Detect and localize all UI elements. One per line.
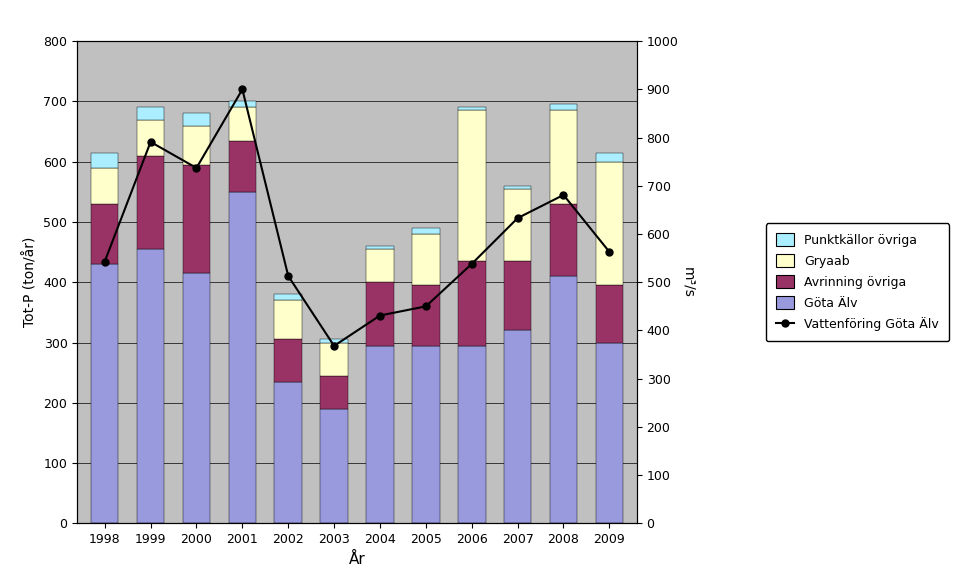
Bar <box>458 346 485 523</box>
Bar <box>91 153 119 168</box>
Bar <box>367 346 394 523</box>
Bar <box>550 105 577 111</box>
Bar <box>137 156 164 249</box>
Bar <box>274 382 302 523</box>
Bar <box>182 113 210 126</box>
Bar <box>412 285 440 346</box>
Bar <box>320 342 347 376</box>
Legend: Punktkällor övriga, Gryaab, Avrinning övriga, Göta Älv, Vattenföring Göta Älv: Punktkällor övriga, Gryaab, Avrinning öv… <box>765 223 950 342</box>
Bar <box>367 282 394 346</box>
Bar <box>91 168 119 204</box>
Bar <box>458 111 485 261</box>
Bar <box>320 409 347 523</box>
Bar <box>550 204 577 276</box>
Y-axis label: m³/s: m³/s <box>681 267 695 298</box>
Bar <box>550 111 577 204</box>
Bar <box>137 108 164 119</box>
Bar <box>137 119 164 156</box>
Bar <box>412 228 440 234</box>
Bar <box>229 108 256 141</box>
Bar <box>504 330 532 523</box>
Bar <box>550 276 577 523</box>
Bar <box>229 102 256 108</box>
Bar <box>229 192 256 523</box>
Y-axis label: Tot-P (ton/år): Tot-P (ton/år) <box>23 237 38 328</box>
Bar <box>458 261 485 346</box>
Bar <box>412 234 440 285</box>
Bar <box>91 204 119 264</box>
Bar <box>367 246 394 249</box>
Bar <box>320 339 347 342</box>
Bar <box>182 126 210 165</box>
Bar <box>595 285 623 342</box>
Bar <box>182 165 210 273</box>
Bar <box>595 162 623 285</box>
Bar <box>412 346 440 523</box>
Bar <box>595 342 623 523</box>
Bar <box>91 264 119 523</box>
Bar <box>320 376 347 409</box>
Bar <box>274 295 302 300</box>
X-axis label: År: År <box>348 552 366 567</box>
Bar <box>274 300 302 339</box>
Bar <box>182 273 210 523</box>
Bar <box>274 339 302 382</box>
Bar <box>458 108 485 111</box>
Bar <box>504 189 532 261</box>
Bar <box>595 153 623 162</box>
Bar <box>367 249 394 282</box>
Bar <box>504 186 532 189</box>
Bar <box>137 249 164 523</box>
Bar <box>229 141 256 192</box>
Bar <box>504 261 532 330</box>
